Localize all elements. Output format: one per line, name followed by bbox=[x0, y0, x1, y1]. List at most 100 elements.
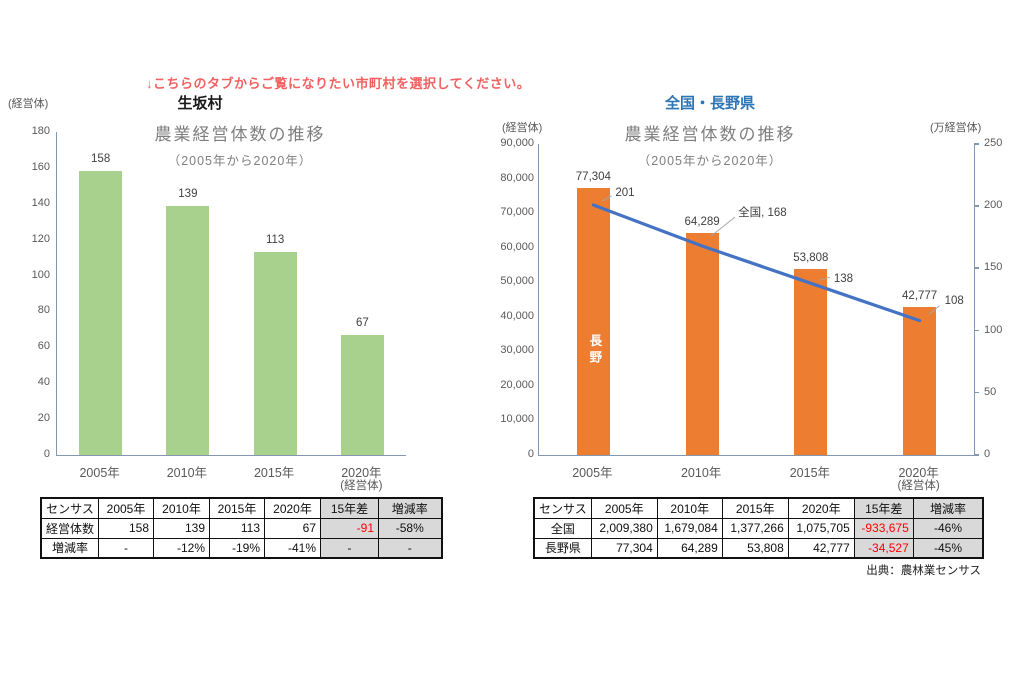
ikusaka-region-title: 生坂村 bbox=[177, 95, 223, 112]
ikusaka-header-cell: 2010年 bbox=[153, 497, 211, 519]
national-line-series bbox=[591, 195, 940, 323]
ikusaka-rate-cell: - bbox=[378, 537, 443, 559]
table-unit-note: (経営体) bbox=[340, 480, 383, 492]
ikusaka-diff-cell: - bbox=[320, 537, 380, 559]
y-axis-tick-label: 120 bbox=[31, 232, 50, 245]
ikusaka-value-cell: -41% bbox=[264, 537, 322, 559]
bar-value-label: 67 bbox=[355, 316, 369, 329]
national-nagano-data-table: センサス 2005年 2010年 2015年 2020年 15年差 増減率 全国 2,009,3… bbox=[533, 497, 985, 559]
right-y-axis-tick-mark bbox=[974, 267, 979, 269]
national-diff-cell: -34,527 bbox=[853, 537, 914, 559]
national-header-cell: 2005年 bbox=[590, 497, 658, 519]
line-point-label: 201 bbox=[615, 186, 635, 199]
national-rate-cell: -45% bbox=[912, 537, 984, 559]
national-value-cell: 42,777 bbox=[787, 537, 855, 559]
right-y-axis-tick-mark bbox=[974, 391, 979, 394]
national-value-cell: 64,289 bbox=[656, 537, 723, 559]
y-axis-tick-label: 100 bbox=[31, 268, 50, 281]
national-value-cell: 1,679,084 bbox=[656, 517, 723, 539]
ikusaka-value-cell: 67 bbox=[264, 517, 322, 539]
y-axis-tick-label: 180 bbox=[31, 125, 50, 137]
ikusaka-header-cell: 15年差 bbox=[320, 497, 380, 519]
left-y-axis-tick-label: 60,000 bbox=[500, 240, 534, 253]
ikusaka-header-cell: センサス bbox=[40, 497, 100, 519]
ikusaka-left-axis-unit: (経営体) bbox=[8, 98, 49, 110]
ikusaka-value-cell: 139 bbox=[153, 517, 211, 539]
bar-2020年 bbox=[340, 334, 384, 455]
national-header-cell: 2015年 bbox=[721, 497, 789, 519]
right-y-axis-tick-label: 50 bbox=[984, 385, 997, 398]
table-unit-note: (経営体) bbox=[897, 480, 940, 492]
y-axis-tick-label: 0 bbox=[43, 448, 50, 460]
ikusaka-value-cell: -19% bbox=[209, 537, 266, 559]
x-axis-label-2005年: 2005年 bbox=[79, 466, 120, 480]
national-header-cell: 2020年 bbox=[787, 497, 855, 519]
left-y-axis-tick-label: 40,000 bbox=[500, 309, 534, 322]
ikusaka-chart-title: 農業経営体数の推移 bbox=[154, 125, 326, 144]
y-axis-tick-label: 60 bbox=[37, 340, 50, 353]
ikusaka-header-cell: 2015年 bbox=[209, 497, 266, 519]
x-axis-label-2020年: 2020年 bbox=[898, 466, 939, 480]
national-nagano-region-title: 全国・長野県 bbox=[664, 95, 755, 112]
bar-value-label: 64,289 bbox=[684, 215, 720, 228]
national-nagano-chart: 全国・長野県 (経営体) (万経営体) 農業経営体数の推移 （2005年から20… bbox=[490, 90, 1022, 492]
national-row-label: 全国 bbox=[533, 517, 592, 539]
left-y-axis-tick-label: 20,000 bbox=[500, 378, 534, 391]
ikusaka-data-table: センサス 2005年 2010年 2015年 2020年 15年差 増減率 経営体数 158 13… bbox=[40, 497, 443, 559]
x-axis-label-2010年: 2010年 bbox=[680, 466, 722, 480]
ikusaka-row-label: 経営体数 bbox=[40, 517, 100, 539]
bar-value-label: 158 bbox=[91, 153, 111, 166]
ikusaka-header-cell: 増減率 bbox=[378, 497, 443, 519]
right-y-axis-tick-mark bbox=[974, 205, 979, 207]
left-y-axis-tick-label: 0 bbox=[527, 448, 534, 460]
label-leader-line bbox=[602, 195, 612, 202]
right-y-axis-tick-label: 250 bbox=[984, 137, 1003, 149]
bar-series-name: 長野 bbox=[587, 334, 602, 367]
bar-2005年 bbox=[79, 171, 123, 455]
national-value-cell: 2,009,380 bbox=[590, 517, 658, 539]
national-diff-cell: -933,675 bbox=[853, 517, 914, 539]
left-y-axis-tick-label: 10,000 bbox=[500, 413, 534, 426]
label-leader-line bbox=[928, 305, 940, 316]
bar-2010年 bbox=[685, 232, 719, 455]
bar-2005年 bbox=[576, 187, 610, 455]
left-y-axis-tick-label: 50,000 bbox=[500, 275, 534, 288]
ikusaka-rate-cell: -58% bbox=[378, 517, 443, 539]
ikusaka-chart: 生坂村 (経営体) 農業経営体数の推移 （2005年から2020年） 158 13… bbox=[0, 90, 470, 492]
ikusaka-value-cell: -12% bbox=[153, 537, 211, 559]
x-axis-label-2005年: 2005年 bbox=[572, 466, 613, 480]
left-y-axis-tick-label: 30,000 bbox=[500, 344, 534, 357]
line-point-label: 全国, 168 bbox=[738, 207, 787, 219]
left-y-axis-tick-label: 80,000 bbox=[500, 171, 534, 184]
line-point-label: 108 bbox=[944, 294, 964, 307]
national-rate-cell: -46% bbox=[912, 517, 984, 539]
y-axis-tick-label: 80 bbox=[37, 304, 50, 317]
bar-value-label: 53,808 bbox=[793, 252, 829, 265]
source-note: 出典：農林業センサス bbox=[866, 565, 981, 577]
ikusaka-table: センサス 2005年 2010年 2015年 2020年 15年差 増減率 経営体数 158 13… bbox=[40, 497, 443, 559]
tab-selection-instruction: ↓こちらのタブからご覧になりたい市町村を選択してください。 bbox=[146, 76, 531, 91]
right-y-axis-tick-mark bbox=[974, 454, 979, 456]
bar-value-label: 42,777 bbox=[902, 290, 938, 303]
ikusaka-header-cell: 2020年 bbox=[264, 497, 322, 519]
national-right-axis-unit: (万経営体) bbox=[930, 122, 982, 134]
label-leader-line bbox=[710, 216, 736, 237]
bar-2020年 bbox=[903, 307, 937, 455]
national-left-axis-unit: (経営体) bbox=[502, 122, 543, 134]
bar-2015年 bbox=[253, 252, 297, 455]
ikusaka-row-label: 増減率 bbox=[40, 537, 100, 559]
y-axis-tick-label: 20 bbox=[37, 412, 50, 425]
bar-value-label: 77,304 bbox=[575, 170, 611, 183]
right-y-axis-tick-label: 100 bbox=[984, 323, 1003, 336]
ikusaka-chart-subtitle: （2005年から2020年） bbox=[167, 154, 313, 168]
y-axis-tick-label: 40 bbox=[37, 376, 50, 389]
national-value-cell: 53,808 bbox=[721, 537, 789, 559]
bar-value-label: 139 bbox=[178, 187, 198, 200]
national-table: センサス 2005年 2010年 2015年 2020年 15年差 増減率 全国 2,009,3… bbox=[533, 497, 985, 559]
national-chart-subtitle: （2005年から2020年） bbox=[637, 154, 783, 168]
national-header-cell: 2010年 bbox=[656, 497, 723, 519]
x-axis-label-2015年: 2015年 bbox=[789, 466, 831, 480]
national-value-cell: 1,377,266 bbox=[721, 517, 789, 539]
national-value-cell: 77,304 bbox=[590, 537, 658, 559]
